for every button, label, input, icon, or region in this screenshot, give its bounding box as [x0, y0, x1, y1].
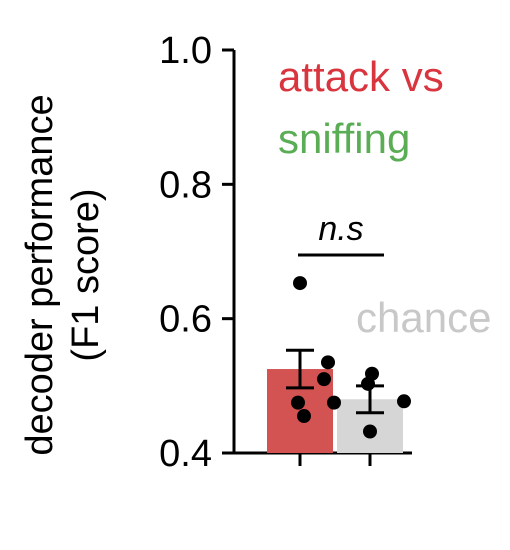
data-point-decoder — [291, 395, 305, 410]
data-point-decoder — [317, 372, 331, 387]
bars — [267, 276, 411, 466]
significance-label: n.s — [318, 210, 363, 248]
y-tick-label: 0.6 — [159, 299, 212, 341]
y-ticks: 0.4 0.6 0.8 1.0 — [159, 30, 234, 475]
y-axis-title-2: (F1 score) — [65, 188, 107, 361]
data-point-chance — [361, 376, 375, 391]
data-point-decoder — [293, 276, 307, 291]
data-point-chance — [397, 394, 411, 409]
y-axis-title-line2: (F1 score) — [65, 188, 107, 361]
legend-line2: sniffing — [278, 115, 410, 162]
y-axis-title-line1: decoder performance — [19, 94, 61, 455]
y-tick-label: 1.0 — [159, 30, 212, 72]
y-tick-label: 0.4 — [159, 433, 212, 475]
legend-line1: attack vs — [278, 53, 444, 100]
data-point-decoder — [297, 409, 311, 424]
chance-label: chance — [356, 294, 491, 341]
data-point-decoder — [321, 355, 335, 370]
data-point-chance — [363, 424, 377, 439]
data-point-chance — [327, 395, 341, 410]
y-tick-label: 0.8 — [159, 164, 212, 206]
y-axis-title: decoder performance — [19, 94, 61, 455]
